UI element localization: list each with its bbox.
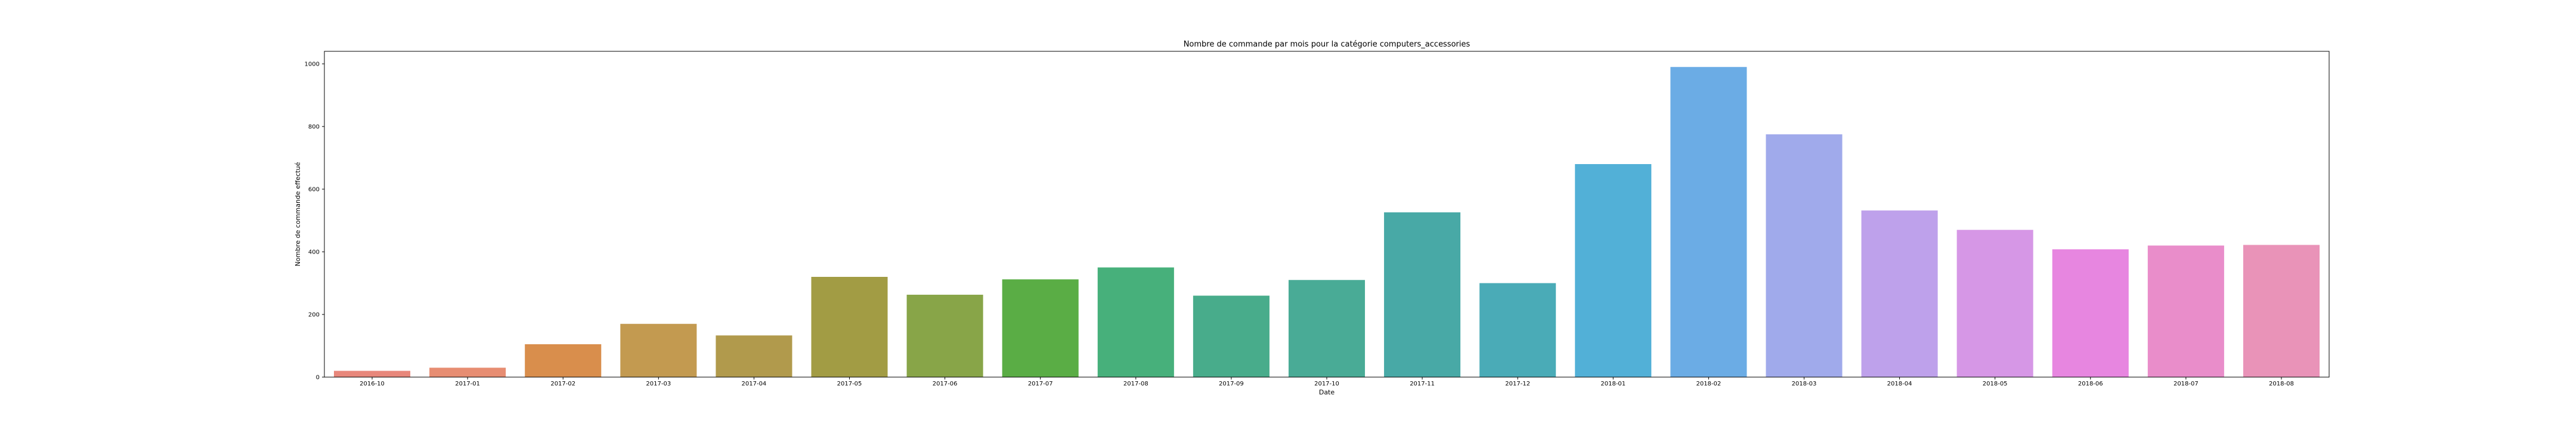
y-axis: 0 200 400 600 800 1000 — [305, 61, 324, 381]
x-tick-label: 2017-02 — [550, 381, 575, 387]
bar-2017-07 — [1002, 279, 1079, 377]
plot-frame — [324, 51, 2330, 378]
x-tick-label: 2017-06 — [933, 381, 958, 387]
x-axis-label: Date — [1319, 388, 1335, 396]
bar-2018-04 — [1861, 210, 1938, 377]
y-tick-label: 800 — [308, 124, 320, 131]
bar-2017-11 — [1384, 212, 1461, 377]
x-tick-label: 2016-10 — [360, 381, 385, 387]
x-tick-label: 2018-07 — [2174, 381, 2199, 387]
bar-2018-05 — [1956, 230, 2033, 377]
x-tick-label: 2018-04 — [1887, 381, 1912, 387]
bar-2017-09 — [1193, 295, 1270, 377]
bar-2018-07 — [2147, 245, 2224, 377]
x-tick-label: 2017-12 — [1505, 381, 1530, 387]
bars-group — [334, 67, 2320, 377]
x-tick-label: 2017-11 — [1410, 381, 1435, 387]
x-tick-label: 2018-02 — [1696, 381, 1721, 387]
x-tick-label: 2017-09 — [1219, 381, 1244, 387]
x-tick-label: 2017-08 — [1123, 381, 1148, 387]
bar-2018-06 — [2052, 249, 2129, 377]
bar-2017-01 — [429, 368, 506, 377]
x-tick-label: 2017-03 — [646, 381, 671, 387]
bar-2017-03 — [620, 323, 697, 377]
y-axis-label: Nombre de commande effectué — [294, 162, 302, 266]
x-axis: 2016-10 2017-01 2017-02 2017-03 2017-04 2017-… — [360, 377, 2294, 387]
x-tick-label: 2018-08 — [2269, 381, 2294, 387]
y-tick-label: 600 — [308, 187, 320, 193]
x-tick-label: 2017-07 — [1028, 381, 1053, 387]
bar-2017-06 — [906, 294, 983, 377]
bar-2017-04 — [716, 335, 792, 377]
x-tick-label: 2018-01 — [1600, 381, 1626, 387]
bar-2016-10 — [334, 371, 411, 377]
x-tick-label: 2018-06 — [2078, 381, 2103, 387]
bar-2018-02 — [1670, 67, 1747, 377]
bar-2018-01 — [1575, 164, 1652, 377]
bar-2017-12 — [1479, 283, 1556, 377]
x-tick-label: 2017-01 — [455, 381, 480, 387]
y-tick-label: 200 — [308, 312, 320, 319]
x-tick-label: 2017-10 — [1314, 381, 1339, 387]
y-tick-label: 0 — [316, 375, 320, 381]
bar-2017-10 — [1288, 280, 1366, 377]
bar-2017-02 — [525, 344, 602, 377]
y-tick-label: 400 — [308, 249, 320, 256]
bar-2018-03 — [1766, 134, 1843, 377]
x-tick-label: 2018-03 — [1792, 381, 1817, 387]
x-tick-label: 2017-04 — [742, 381, 767, 387]
bar-2018-08 — [2243, 245, 2320, 377]
chart-title: Nombre de commande par mois pour la caté… — [1184, 40, 1470, 49]
bar-2017-08 — [1097, 267, 1174, 377]
x-tick-label: 2017-05 — [837, 381, 862, 387]
bar-2017-05 — [811, 277, 888, 377]
y-tick-label: 1000 — [305, 61, 320, 68]
x-tick-label: 2018-05 — [1983, 381, 2008, 387]
